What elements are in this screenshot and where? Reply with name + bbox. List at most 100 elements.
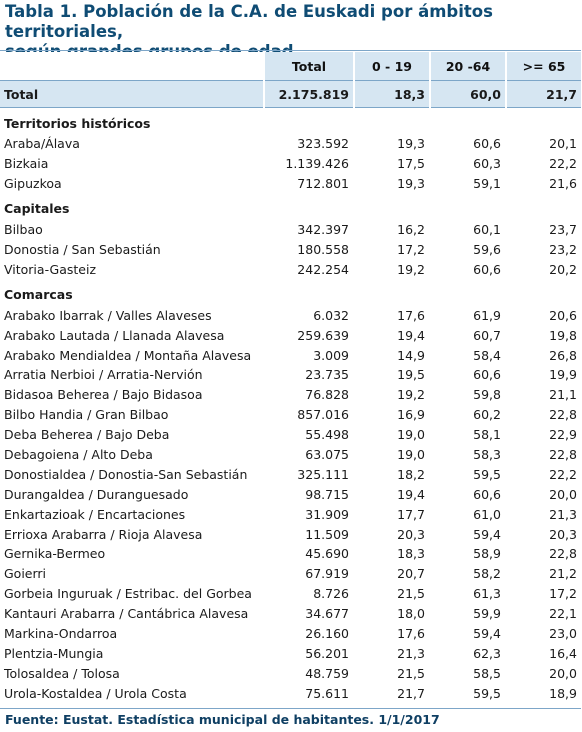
cell-total: 6.032 — [263, 305, 354, 326]
cell-total: 342.397 — [263, 219, 354, 240]
cell-total: 23.735 — [263, 365, 354, 385]
cell-total: 98.715 — [263, 484, 354, 505]
row-label: Errioxa Arabarra / Rioja Alavesa — [4, 526, 203, 542]
cell-0-19: 16,9 — [353, 404, 430, 425]
table-row: Bilbo Handia / Gran Bilbao 857.016 16,9 60,… — [0, 404, 581, 425]
cell-20-64: 58,1 — [429, 424, 506, 445]
bottom-rule — [0, 708, 581, 709]
table-row: Urola-Kostaldea / Urola Costa 75.611 21,7 5… — [0, 683, 581, 704]
cell-20-64: 60,6 — [429, 259, 506, 280]
cell-65-plus: 23,7 — [505, 219, 581, 240]
cell-total: 325.111 — [263, 464, 354, 485]
cell-0-19: 18,2 — [353, 464, 430, 485]
table-row: Gernika-Bermeo 45.690 18,3 58,9 22,8 — [0, 544, 581, 564]
section-header-row: Comarcas — [0, 279, 581, 305]
cell-0-19: 19,4 — [353, 325, 430, 346]
row-label: Markina-Ondarroa — [4, 626, 118, 642]
cell-65-plus: 16,4 — [505, 643, 581, 664]
cell-total: 45.690 — [263, 544, 354, 564]
row-label: Goierri — [4, 566, 47, 582]
row-label: Plentzia-Mungia — [4, 645, 104, 661]
cell-20-64: 60,7 — [429, 325, 506, 346]
cell-0-19: 17,6 — [353, 623, 430, 644]
row-label: Araba/Álava — [4, 136, 80, 152]
total-row: Total 2.175.819 18,3 60,0 21,7 — [0, 80, 581, 108]
source-footer: Fuente: Eustat. Estadística municipal de… — [5, 712, 440, 727]
table-row: Arabako Ibarrak / Valles Alaveses 6.032 17… — [0, 305, 581, 326]
table-row: Debagoiena / Alto Deba 63.075 19,0 58,3 22,8 — [0, 444, 581, 465]
row-label: Donostia / San Sebastián — [4, 242, 161, 257]
cell-65-plus: 22,8 — [505, 444, 581, 465]
table-row: Goierri 67.919 20,7 58,2 21,2 — [0, 563, 581, 584]
cell-total: 3.009 — [263, 345, 354, 366]
cell-total: 63.075 — [263, 444, 354, 465]
cell-total: 75.611 — [263, 683, 354, 704]
row-label: Tolosaldea / Tolosa — [4, 665, 120, 681]
cell-65-plus: 22,9 — [505, 424, 581, 445]
cell-0-19: 19,5 — [353, 365, 430, 385]
row-label: Vitoria-Gasteiz — [4, 261, 97, 277]
section-title: Comarcas — [4, 286, 73, 302]
cell-65-plus: 22,8 — [505, 404, 581, 425]
table-row: Donostialdea / Donostia-San Sebastián 325… — [0, 464, 581, 485]
cell-20-64: 62,3 — [429, 643, 506, 664]
cell-total: 323.592 — [263, 134, 354, 154]
header-row: Total 0 - 19 20 -64 >= 65 — [0, 52, 581, 81]
cell-0-19: 18,0 — [353, 603, 430, 624]
table-row: Plentzia-Mungia 56.201 21,3 62,3 16,4 — [0, 643, 581, 664]
cell-0-19: 17,6 — [353, 305, 430, 326]
cell-20-64: 59,6 — [429, 239, 506, 260]
cell-20-64: 60,1 — [429, 219, 506, 240]
cell-20-64: 59,5 — [429, 464, 506, 485]
cell-0-19: 18,3 — [353, 544, 430, 564]
cell-65-plus: 18,9 — [505, 683, 581, 704]
row-label: Arabako Mendialdea / Montaña Alavesa — [4, 347, 252, 363]
cell-20-64: 59,8 — [429, 384, 506, 405]
row-label: Bidasoa Beherea / Bajo Bidasoa — [4, 387, 203, 403]
cell-20-64: 58,4 — [429, 345, 506, 366]
row-label: Kantauri Arabarra / Cantábrica Alavesa — [4, 606, 249, 622]
cell-0-19: 19,2 — [353, 259, 430, 280]
cell-total: 712.801 — [263, 173, 354, 194]
cell-65-plus: 22,8 — [505, 544, 581, 564]
section-header-row: Capitales — [0, 194, 581, 220]
table-row: Bilbao 342.397 16,2 60,1 23,7 — [0, 219, 581, 240]
cell-0-19: 20,3 — [353, 524, 430, 545]
table-row: Bidasoa Beherea / Bajo Bidasoa 76.828 19,2… — [0, 384, 581, 405]
row-label: Durangaldea / Duranguesado — [4, 486, 189, 502]
cell-20-64: 60,3 — [429, 153, 506, 174]
cell-total: 34.677 — [263, 603, 354, 624]
table-row: Errioxa Arabarra / Rioja Alavesa 11.509 20… — [0, 524, 581, 545]
row-label: Arratia Nerbioi / Arratia-Nervión — [4, 367, 203, 383]
row-label: Gipuzkoa — [4, 176, 62, 192]
cell-total: 242.254 — [263, 259, 354, 280]
cell-0-19: 21,5 — [353, 663, 430, 684]
row-label: Gorbeia Inguruak / Estribac. del Gorbea — [4, 586, 252, 602]
cell-20-64: 58,5 — [429, 663, 506, 684]
cell-total: 55.498 — [263, 424, 354, 445]
cell-0-19: 19,3 — [353, 134, 430, 154]
row-label: Arabako Lautada / Llanada Alavesa — [4, 327, 225, 343]
row-label: Urola-Kostaldea / Urola Costa — [4, 685, 187, 701]
section-title: Capitales — [4, 201, 70, 217]
cell-20-64: 58,2 — [429, 563, 506, 584]
cell-0-19: 19,0 — [353, 424, 430, 445]
cell-20-64: 61,9 — [429, 305, 506, 326]
cell-65-plus: 21,7 — [505, 80, 581, 108]
cell-20-64: 60,6 — [429, 134, 506, 154]
cell-total: 857.016 — [263, 404, 354, 425]
cell-65-plus: 19,9 — [505, 365, 581, 385]
cell-65-plus: 20,0 — [505, 663, 581, 684]
cell-0-19: 19,0 — [353, 444, 430, 465]
cell-65-plus: 23,2 — [505, 239, 581, 260]
cell-65-plus: 17,2 — [505, 583, 581, 604]
table-row: Arratia Nerbioi / Arratia-Nervión 23.735 1… — [0, 365, 581, 385]
cell-0-19: 21,3 — [353, 643, 430, 664]
section-title: Territorios históricos — [4, 115, 151, 131]
cell-total: 26.160 — [263, 623, 354, 644]
cell-65-plus: 26,8 — [505, 345, 581, 366]
cell-65-plus: 21,2 — [505, 563, 581, 584]
cell-total: 2.175.819 — [263, 80, 354, 108]
section-header-row: Territorios históricos — [0, 108, 581, 135]
cell-20-64: 61,3 — [429, 583, 506, 604]
